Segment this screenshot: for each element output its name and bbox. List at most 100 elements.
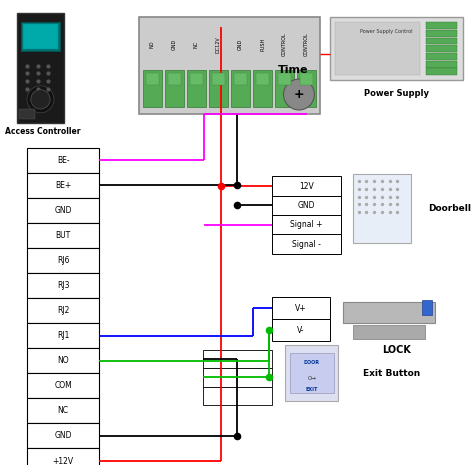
Point bbox=[378, 209, 386, 216]
Bar bbox=[202, 350, 272, 368]
Bar bbox=[27, 248, 100, 273]
Text: CONTROL: CONTROL bbox=[282, 33, 287, 56]
Bar bbox=[27, 398, 100, 423]
Point bbox=[233, 432, 241, 440]
Bar bbox=[426, 61, 457, 67]
Point bbox=[363, 209, 370, 216]
Bar bbox=[27, 448, 100, 474]
Bar bbox=[165, 71, 184, 107]
Bar bbox=[27, 348, 100, 373]
Point bbox=[393, 185, 401, 193]
Bar bbox=[300, 73, 313, 85]
Point bbox=[386, 185, 393, 193]
Point bbox=[233, 182, 241, 189]
Bar bbox=[27, 273, 100, 298]
Bar bbox=[426, 46, 457, 52]
Bar bbox=[278, 73, 292, 85]
Text: BE+: BE+ bbox=[55, 181, 71, 190]
Text: GND: GND bbox=[238, 39, 243, 50]
Bar bbox=[146, 73, 159, 85]
Text: RJ1: RJ1 bbox=[57, 331, 69, 340]
Bar bbox=[23, 24, 58, 49]
Point bbox=[386, 209, 393, 216]
Point bbox=[23, 70, 31, 77]
Point bbox=[393, 201, 401, 208]
Bar bbox=[18, 12, 64, 123]
Bar bbox=[231, 71, 250, 107]
Bar bbox=[275, 71, 294, 107]
Text: V+: V+ bbox=[295, 304, 307, 313]
Text: PUSH: PUSH bbox=[260, 38, 265, 51]
Bar bbox=[27, 147, 100, 173]
Bar bbox=[426, 53, 457, 60]
Point bbox=[45, 70, 52, 77]
Bar bbox=[212, 73, 225, 85]
Bar bbox=[21, 22, 60, 51]
Bar bbox=[426, 37, 457, 45]
Bar bbox=[285, 345, 338, 401]
Text: GND: GND bbox=[172, 39, 177, 50]
Text: Time: Time bbox=[278, 65, 309, 75]
Point bbox=[363, 178, 370, 185]
Point bbox=[355, 185, 363, 193]
Point bbox=[370, 178, 378, 185]
Text: GND: GND bbox=[55, 431, 72, 440]
Text: GND: GND bbox=[55, 206, 72, 215]
Bar bbox=[27, 423, 100, 448]
Bar bbox=[27, 323, 100, 348]
Bar bbox=[27, 198, 100, 223]
Bar bbox=[422, 300, 432, 315]
Bar bbox=[426, 30, 457, 36]
Point bbox=[386, 201, 393, 208]
Point bbox=[355, 193, 363, 201]
Bar bbox=[272, 196, 341, 215]
Text: NC: NC bbox=[58, 406, 69, 415]
Text: Doorbell: Doorbell bbox=[428, 204, 471, 213]
Text: CONTROL: CONTROL bbox=[304, 33, 309, 56]
Bar bbox=[272, 319, 330, 341]
Text: NO: NO bbox=[57, 356, 69, 365]
Bar bbox=[202, 368, 272, 387]
Bar bbox=[290, 353, 334, 393]
Text: RJ3: RJ3 bbox=[57, 281, 69, 290]
Point bbox=[34, 85, 41, 92]
Point bbox=[393, 178, 401, 185]
Text: EXIT: EXIT bbox=[306, 387, 318, 392]
Text: Access Controller: Access Controller bbox=[5, 127, 80, 136]
Bar bbox=[272, 176, 341, 196]
Text: BUT: BUT bbox=[55, 231, 71, 240]
Point bbox=[370, 201, 378, 208]
Text: Signal +: Signal + bbox=[291, 220, 323, 229]
Bar bbox=[353, 325, 425, 339]
Bar bbox=[190, 73, 203, 85]
Bar bbox=[187, 71, 206, 107]
Text: V-: V- bbox=[297, 326, 305, 335]
Text: RJ6: RJ6 bbox=[57, 256, 69, 265]
Bar bbox=[353, 173, 411, 243]
Bar bbox=[256, 73, 269, 85]
Text: +12V: +12V bbox=[53, 456, 73, 465]
Bar bbox=[335, 22, 419, 75]
Text: DOOR: DOOR bbox=[304, 360, 320, 365]
Circle shape bbox=[283, 79, 314, 110]
Point bbox=[34, 70, 41, 77]
Bar bbox=[168, 73, 181, 85]
Point bbox=[378, 185, 386, 193]
Point bbox=[34, 77, 41, 85]
Text: NO: NO bbox=[150, 41, 155, 48]
Text: O→: O→ bbox=[308, 375, 317, 381]
Point bbox=[23, 77, 31, 85]
Point bbox=[265, 327, 273, 334]
Text: DC12V: DC12V bbox=[216, 36, 221, 53]
Bar bbox=[143, 71, 162, 107]
Point bbox=[370, 185, 378, 193]
Text: Signal -: Signal - bbox=[292, 239, 321, 248]
Point bbox=[45, 85, 52, 92]
Point bbox=[233, 201, 241, 209]
Point bbox=[355, 178, 363, 185]
Text: LOCK: LOCK bbox=[382, 345, 411, 355]
Text: Exit Button: Exit Button bbox=[363, 369, 420, 378]
Point bbox=[386, 193, 393, 201]
Point bbox=[378, 178, 386, 185]
Point bbox=[378, 193, 386, 201]
